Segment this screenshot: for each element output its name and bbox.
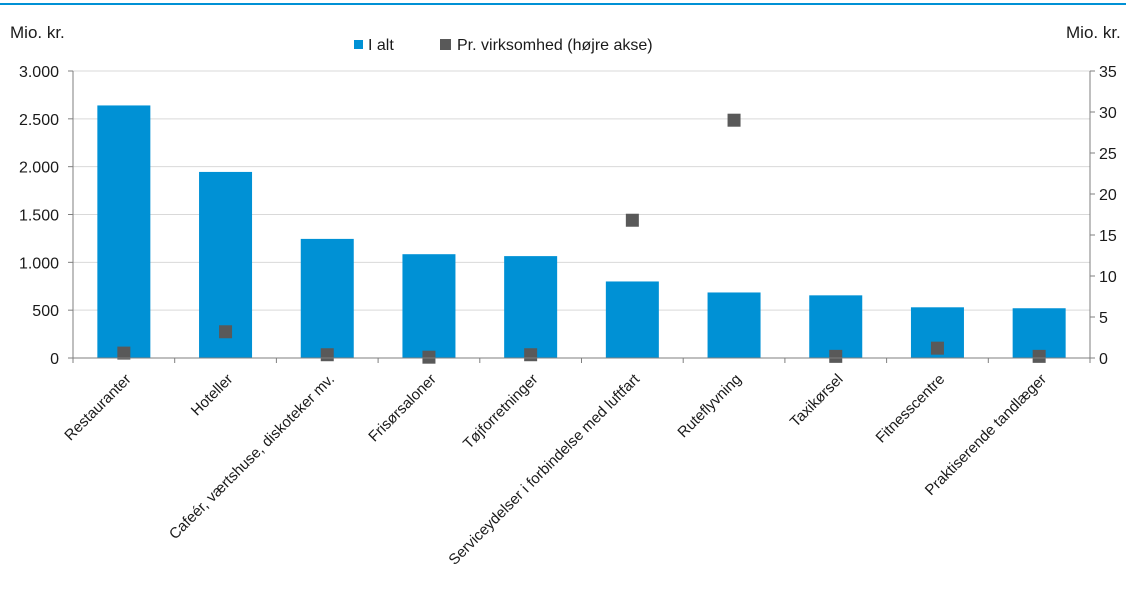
legend-swatch-bars: [354, 40, 363, 49]
category-label: Hoteller: [188, 371, 237, 420]
right-tick-label: 5: [1099, 310, 1108, 327]
category-label: Fitnesscentre: [873, 371, 949, 447]
right-tick-label: 20: [1099, 187, 1117, 204]
marker: [727, 113, 741, 127]
axes: [68, 70, 1095, 363]
bar: [504, 256, 558, 358]
right-tick-label: 25: [1099, 146, 1117, 163]
left-tick-label: 500: [32, 303, 59, 320]
bar: [707, 292, 761, 358]
left-tick-label: 3.000: [19, 64, 59, 81]
category-label: Ruteflyvning: [674, 371, 744, 441]
category-label: Cafeér, værtshuse, diskoteker mv.: [166, 371, 338, 543]
marker: [524, 348, 538, 362]
marker: [930, 341, 944, 355]
category-label: Taxikørsel: [787, 371, 847, 431]
left-tick-label: 2.000: [19, 160, 59, 177]
left-tick-label: 0: [50, 351, 59, 368]
right-axis-ticks: 0 5 10 15 20 25 30 35: [1099, 64, 1117, 368]
left-axis-ticks: 0 500 1.000 1.500 2.000 2.500 3.000: [19, 64, 59, 368]
marker: [320, 348, 334, 362]
category-label: Serviceydelser i forbindelse med luftfar…: [445, 370, 643, 568]
bar: [97, 105, 151, 358]
bar: [1012, 308, 1066, 358]
right-tick-label: 35: [1099, 64, 1117, 81]
bar: [605, 281, 659, 358]
marker: [117, 346, 131, 360]
marker-series: [117, 113, 1046, 364]
marker: [422, 350, 436, 364]
marker: [829, 349, 843, 363]
right-tick-label: 10: [1099, 269, 1117, 286]
bar: [809, 295, 863, 358]
left-tick-label: 1.500: [19, 208, 59, 225]
right-axis-label: Mio. kr.: [1066, 23, 1121, 42]
legend-swatch-markers: [440, 39, 451, 50]
bar-series: [97, 105, 1066, 358]
legend-label-bars: I alt: [368, 37, 394, 54]
right-tick-label: 30: [1099, 105, 1117, 122]
left-tick-label: 2.500: [19, 112, 59, 129]
marker: [625, 213, 639, 227]
left-axis-label: Mio. kr.: [10, 23, 65, 42]
legend: I alt Pr. virksomhed (højre akse): [354, 37, 653, 54]
right-tick-label: 15: [1099, 228, 1117, 245]
right-tick-label: 0: [1099, 351, 1108, 368]
category-label: Restauranter: [61, 371, 134, 444]
bar: [300, 238, 354, 358]
legend-label-markers: Pr. virksomhed (højre akse): [457, 37, 653, 54]
bar: [402, 254, 456, 358]
marker: [219, 325, 233, 339]
left-tick-label: 1.000: [19, 255, 59, 272]
category-label: Tøjforretninger: [460, 371, 542, 453]
category-label: Frisørsaloner: [365, 371, 440, 446]
marker: [1032, 349, 1046, 363]
